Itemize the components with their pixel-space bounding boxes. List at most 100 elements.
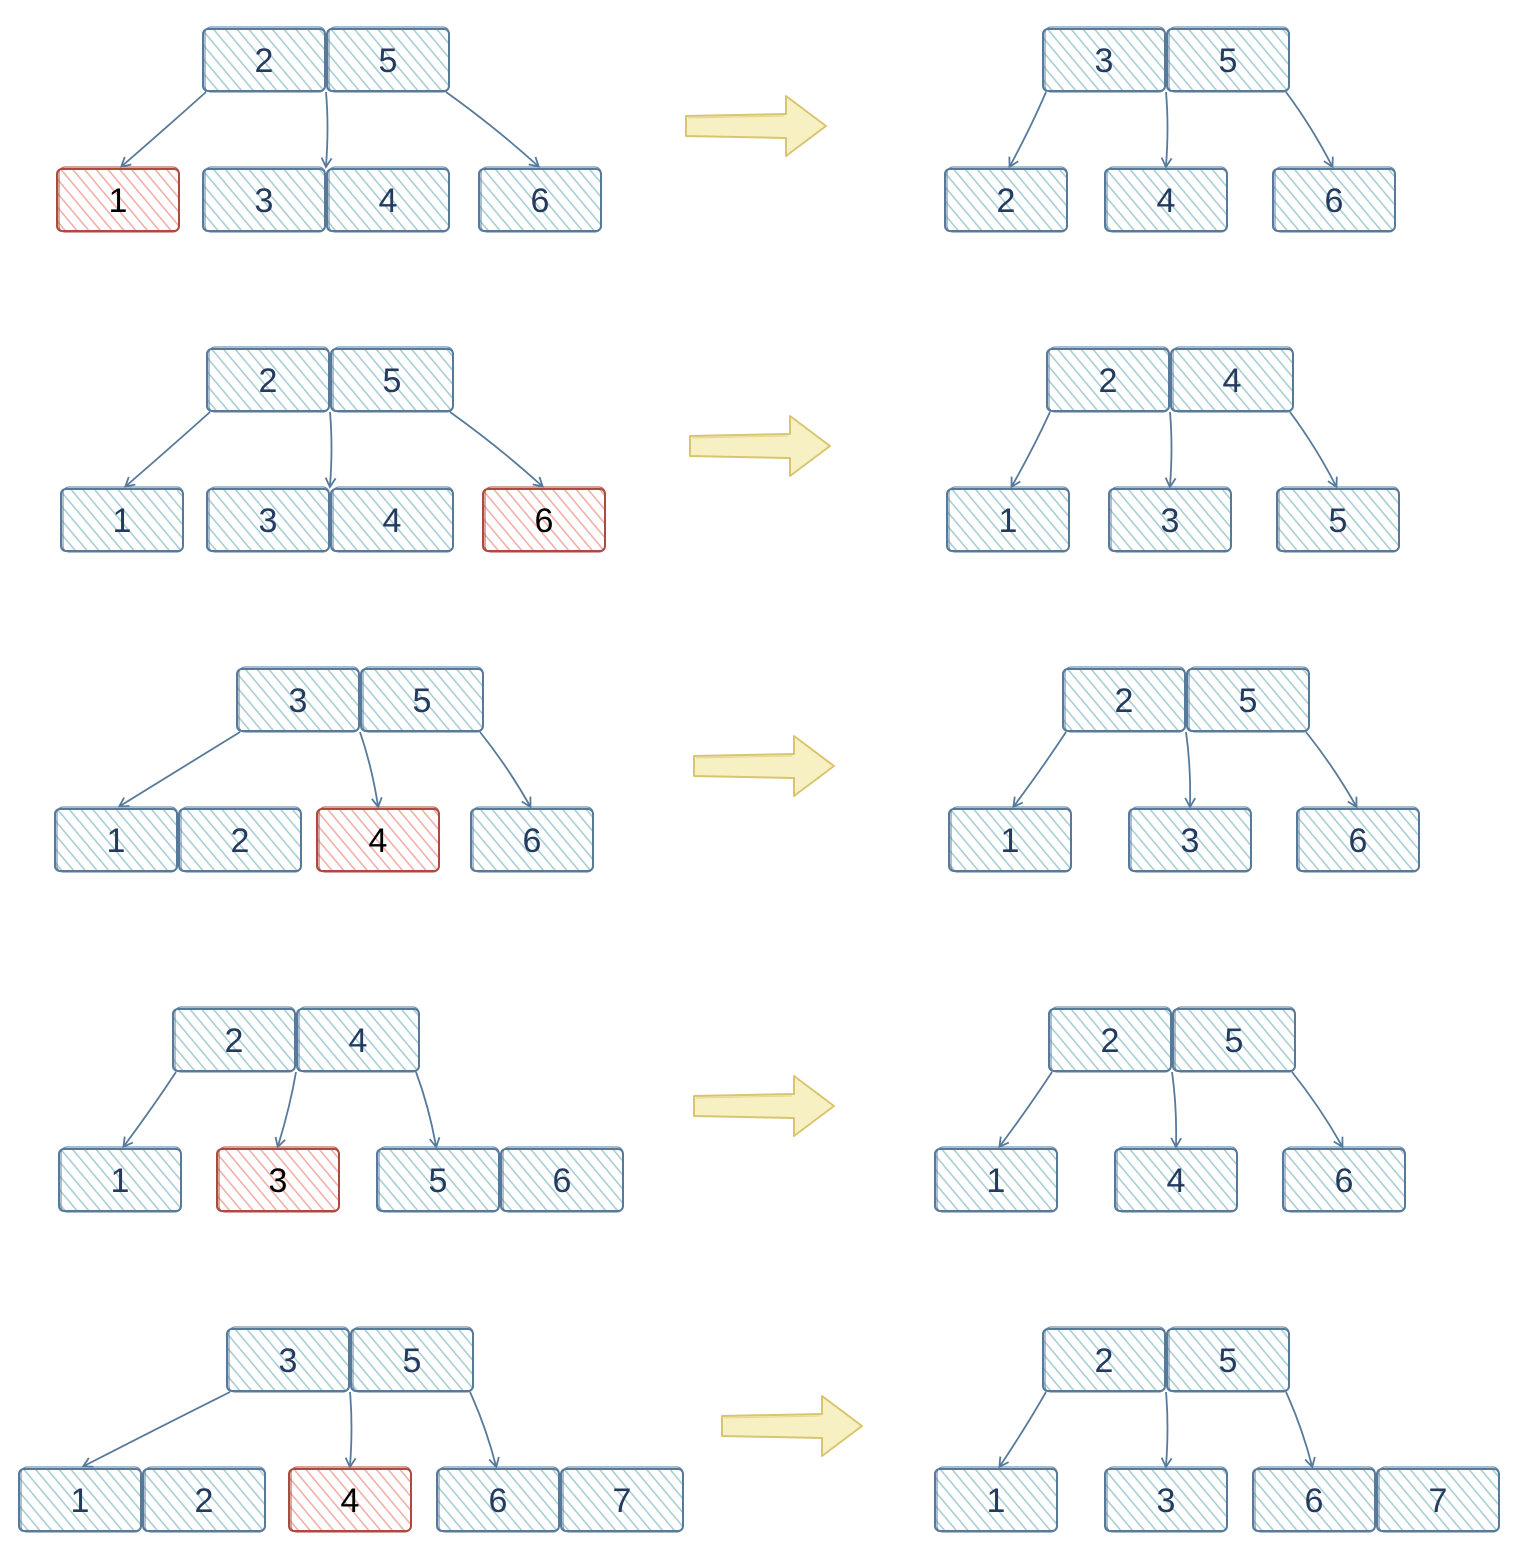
- transform-arrow: [693, 1075, 835, 1137]
- key-label: 6: [489, 1482, 508, 1520]
- key-label: 1: [111, 1162, 130, 1200]
- key-label: 6: [535, 502, 554, 540]
- tree-edge: [320, 91, 333, 169]
- before-deleted-key: 4: [316, 806, 440, 873]
- after-root-key: 5: [1172, 1006, 1296, 1073]
- key-label: 2: [1099, 362, 1118, 400]
- tree-edge: [415, 1071, 441, 1149]
- key-label: 3: [1161, 502, 1180, 540]
- key-label: 2: [997, 182, 1016, 220]
- before-root-key: 5: [330, 346, 454, 413]
- key-label: 5: [383, 362, 402, 400]
- tree-edge: [119, 91, 207, 168]
- tree-edge: [122, 1071, 177, 1149]
- after-leaf-key: 5: [1276, 486, 1400, 553]
- after-leaf-key: 3: [1104, 1466, 1228, 1533]
- key-label: 5: [403, 1342, 422, 1380]
- tree-edge: [123, 411, 211, 488]
- before-root-key: 2: [206, 346, 330, 413]
- key-label: 3: [1095, 42, 1114, 80]
- key-label: 6: [531, 182, 550, 220]
- key-label: 1: [109, 182, 128, 220]
- key-label: 6: [1305, 1482, 1324, 1520]
- after-leaf-key: 6: [1272, 166, 1396, 233]
- after-leaf-key: 6: [1252, 1466, 1376, 1533]
- before-leaf-key: 3: [206, 486, 330, 553]
- key-label: 2: [225, 1022, 244, 1060]
- key-label: 7: [1429, 1482, 1448, 1520]
- after-leaf-key: 6: [1296, 806, 1420, 873]
- after-root-key: 2: [1046, 346, 1170, 413]
- before-leaf-key: 2: [142, 1466, 266, 1533]
- before-root-key: 5: [326, 26, 450, 93]
- before-root-key: 3: [236, 666, 360, 733]
- tree-edge: [479, 731, 532, 809]
- key-label: 1: [107, 822, 126, 860]
- key-label: 5: [413, 682, 432, 720]
- key-label: 2: [1095, 1342, 1114, 1380]
- key-label: 4: [1157, 182, 1176, 220]
- tree-edge: [344, 1391, 357, 1469]
- key-label: 6: [1349, 822, 1368, 860]
- key-label: 3: [259, 502, 278, 540]
- before-root-key: 5: [360, 666, 484, 733]
- key-label: 3: [269, 1162, 288, 1200]
- tree-edge: [1289, 411, 1338, 489]
- tree-edge: [449, 411, 545, 488]
- after-leaf-key: 6: [1282, 1146, 1406, 1213]
- tree-edge: [81, 1391, 231, 1468]
- before-leaf-key: 6: [436, 1466, 560, 1533]
- key-label: 2: [1101, 1022, 1120, 1060]
- tree-edge: [1012, 731, 1067, 809]
- key-label: 1: [987, 1482, 1006, 1520]
- before-deleted-key: 6: [482, 486, 606, 553]
- after-root-key: 5: [1166, 1326, 1290, 1393]
- before-deleted-key: 3: [216, 1146, 340, 1213]
- key-label: 5: [1225, 1022, 1244, 1060]
- transform-arrow: [685, 95, 827, 157]
- after-root-key: 3: [1042, 26, 1166, 93]
- before-leaf-key: 6: [470, 806, 594, 873]
- key-label: 5: [379, 42, 398, 80]
- tree-edge: [469, 1391, 500, 1469]
- tree-edge: [998, 1391, 1047, 1469]
- before-leaf-key: 4: [330, 486, 454, 553]
- before-root-key: 2: [172, 1006, 296, 1073]
- tree-edge: [1285, 91, 1334, 169]
- after-leaf-key: 1: [934, 1466, 1058, 1533]
- after-leaf-key: 1: [946, 486, 1070, 553]
- key-label: 6: [553, 1162, 572, 1200]
- key-label: 1: [987, 1162, 1006, 1200]
- key-label: 4: [383, 502, 402, 540]
- after-root-key: 5: [1166, 26, 1290, 93]
- key-label: 3: [279, 1342, 298, 1380]
- key-label: 2: [195, 1482, 214, 1520]
- before-root-key: 5: [350, 1326, 474, 1393]
- key-label: 4: [349, 1022, 368, 1060]
- key-label: 5: [1219, 1342, 1238, 1380]
- key-label: 6: [1335, 1162, 1354, 1200]
- transform-arrow: [693, 735, 835, 797]
- after-root-key: 2: [1062, 666, 1186, 733]
- before-deleted-key: 4: [288, 1466, 412, 1533]
- tree-edge: [1160, 91, 1173, 169]
- after-leaf-key: 4: [1114, 1146, 1238, 1213]
- after-leaf-key: 1: [948, 806, 1072, 873]
- tree-edge: [274, 1071, 297, 1149]
- after-leaf-key: 4: [1104, 166, 1228, 233]
- before-leaf-key: 6: [500, 1146, 624, 1213]
- tree-edge: [1291, 1071, 1344, 1149]
- tree-edge: [1170, 1071, 1182, 1149]
- key-label: 6: [1325, 182, 1344, 220]
- after-root-key: 4: [1170, 346, 1294, 413]
- key-label: 4: [341, 1482, 360, 1520]
- key-label: 5: [1329, 502, 1348, 540]
- transform-arrow: [689, 415, 831, 477]
- tree-edge: [1160, 1391, 1173, 1469]
- before-root-key: 2: [202, 26, 326, 93]
- before-leaf-key: 7: [560, 1466, 684, 1533]
- transform-arrow: [721, 1395, 863, 1457]
- key-label: 1: [113, 502, 132, 540]
- key-label: 5: [1219, 42, 1238, 80]
